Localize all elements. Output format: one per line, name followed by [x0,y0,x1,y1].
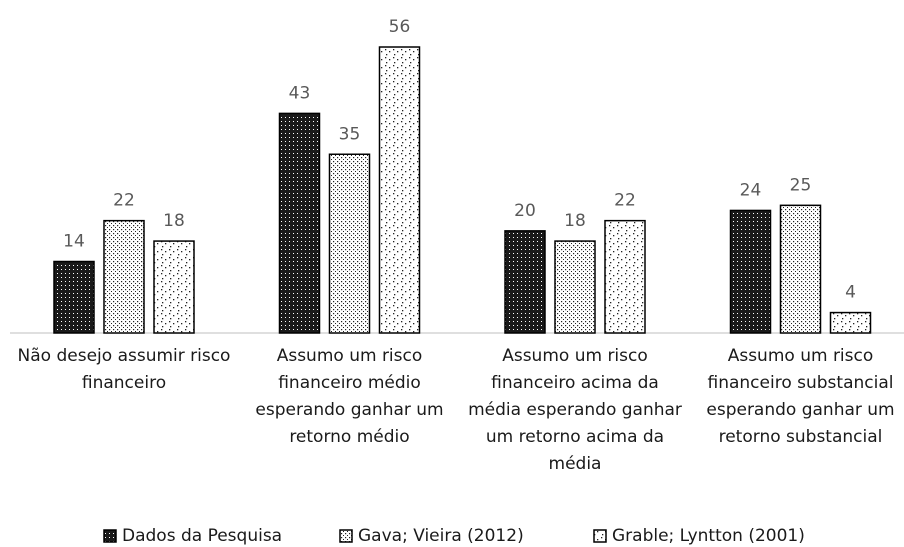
data-label: 24 [740,180,762,200]
x-tick-label: Assumo um risco financeiro substancial e… [706,346,895,447]
bar [153,240,195,334]
x-tick-label: Assumo um risco financeiro acima da médi… [468,346,682,474]
bar [378,46,421,334]
data-label: 35 [339,124,361,144]
data-label: 22 [113,191,135,211]
data-label: 4 [845,283,856,303]
legend-marker [339,529,353,543]
legend-label: Dados da Pesquisa [122,526,282,546]
data-label: 20 [514,201,536,221]
data-label: 18 [564,211,586,231]
legend-marker [593,529,607,543]
bar [504,230,546,334]
bar [779,204,822,334]
data-label: 14 [63,232,85,252]
bar [328,153,371,334]
bar [53,260,95,334]
data-label: 43 [289,83,311,103]
legend-label: Grable; Lyntton (2001) [612,526,805,546]
x-tick-label: Não desejo assumir risco financeiro [17,346,231,393]
legend-marker [103,529,117,543]
data-label: 56 [389,17,411,37]
data-label: 25 [790,175,812,195]
bar [604,219,646,334]
bar [554,240,596,334]
bar [278,112,321,334]
data-label: 22 [614,191,636,211]
data-label: 18 [163,211,185,231]
legend-label: Gava; Vieira (2012) [358,526,524,546]
x-tick-label: Assumo um risco financeiro médio esperan… [255,346,444,447]
bar [829,311,872,334]
bar [103,219,145,334]
bar [729,209,772,334]
